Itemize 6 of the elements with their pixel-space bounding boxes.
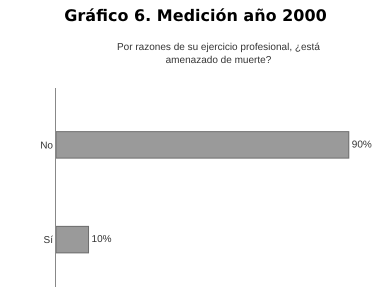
chart-subtitle: Por razones de su ejercicio profesional, ¿está amenazado de muerte? — [117, 42, 320, 66]
y-tick-label: Sí — [44, 235, 54, 246]
data-label: 10% — [92, 234, 112, 246]
chart-title: Gráfico 6. Medición año 2000 — [63, 6, 328, 27]
data-label: 90% — [352, 139, 372, 150]
y-tick-label: No — [40, 140, 54, 152]
